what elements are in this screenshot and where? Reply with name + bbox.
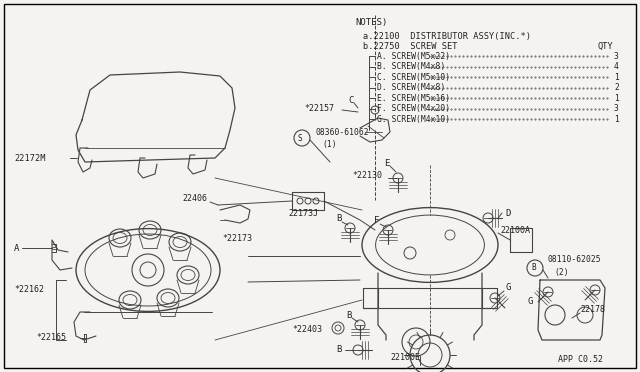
Text: *22403: *22403 [292,326,322,334]
Text: F. SCREW(M4x20): F. SCREW(M4x20) [377,104,450,113]
Text: B: B [336,214,341,222]
Text: 2: 2 [614,83,619,92]
Text: C. SCREW(M5x10): C. SCREW(M5x10) [377,73,450,81]
Text: B: B [336,346,341,355]
Text: 3: 3 [614,104,619,113]
Text: 1: 1 [614,73,619,81]
Text: 4: 4 [614,62,619,71]
Text: G: G [505,283,510,292]
Text: 08110-62025: 08110-62025 [547,256,600,264]
Text: QTY: QTY [598,42,614,51]
Text: 1: 1 [614,93,619,103]
Text: 22178: 22178 [580,305,605,314]
Text: 22173J: 22173J [288,208,318,218]
Text: 08360-61062: 08360-61062 [315,128,369,137]
Text: D. SCREW(M4x8): D. SCREW(M4x8) [377,83,450,92]
Text: (2): (2) [554,267,568,276]
Text: 22172M: 22172M [14,154,45,163]
Text: B: B [531,263,536,273]
Text: APP C0.52: APP C0.52 [558,356,603,365]
Text: (1): (1) [322,140,337,148]
Text: G. SCREW(M4x10): G. SCREW(M4x10) [377,115,450,124]
Text: G: G [527,298,532,307]
Text: A. SCREW(M5x22): A. SCREW(M5x22) [377,51,450,61]
Text: 3: 3 [614,51,619,61]
Text: 22100E: 22100E [390,353,420,362]
Text: *22165: *22165 [36,334,66,343]
Text: 1: 1 [614,115,619,124]
Text: E: E [384,158,389,167]
Text: a.22100  DISTRIBUTOR ASSY(INC.*): a.22100 DISTRIBUTOR ASSY(INC.*) [363,32,531,41]
Text: *22162: *22162 [14,285,44,295]
Text: F: F [374,215,380,224]
Text: S: S [298,134,303,142]
Text: E. SCREW(M5x16): E. SCREW(M5x16) [377,93,450,103]
Text: C: C [348,96,353,105]
Text: D: D [505,208,510,218]
Text: NOTES): NOTES) [355,17,387,26]
Text: *22173: *22173 [222,234,252,243]
Text: B: B [346,311,351,320]
Text: b.22750  SCREW SET: b.22750 SCREW SET [363,42,458,51]
Text: 22406: 22406 [182,193,207,202]
Text: *22157: *22157 [304,103,334,112]
Text: 22100A: 22100A [500,225,530,234]
Text: B. SCREW(M4x8): B. SCREW(M4x8) [377,62,450,71]
Text: A: A [14,244,19,253]
Text: *22130: *22130 [352,170,382,180]
